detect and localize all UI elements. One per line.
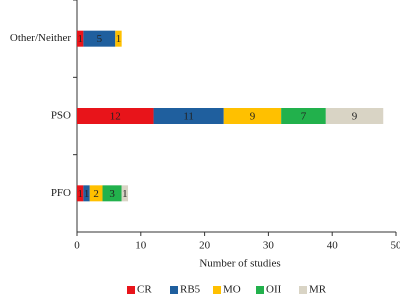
legend-swatch: [299, 286, 307, 294]
data-label: 9: [352, 111, 358, 123]
bar-segment: [77, 185, 84, 202]
bar-segment: [153, 108, 224, 124]
legend-label: RB5: [180, 284, 201, 296]
data-label: 9: [250, 111, 256, 123]
bar-segment: [102, 185, 122, 202]
bar-segment: [77, 108, 154, 124]
data-label: 1: [122, 188, 128, 200]
legend-label: MO: [223, 284, 241, 296]
y-tick-label: PFO: [51, 187, 71, 199]
legend-swatch: [170, 286, 178, 294]
data-label: 1: [84, 188, 90, 200]
data-label: 5: [97, 33, 103, 45]
y-tick-label: Other/Neither: [10, 32, 71, 44]
legend-swatch: [213, 286, 221, 294]
bar-segment: [121, 185, 129, 202]
legend-swatch: [127, 286, 135, 294]
data-label: 11: [183, 111, 194, 123]
legend-label: CR: [137, 284, 152, 296]
bar-segment: [83, 185, 90, 202]
bar-segment: [281, 108, 326, 124]
legend-label: MR: [309, 284, 327, 296]
data-label: 7: [301, 111, 307, 123]
x-tick-label: 30: [263, 240, 275, 252]
data-label: 1: [77, 188, 83, 200]
data-label: 3: [109, 188, 115, 200]
x-tick-label: 50: [391, 240, 400, 252]
data-label: 12: [110, 111, 121, 123]
x-tick-label: 10: [135, 240, 147, 252]
legend-swatch: [256, 286, 264, 294]
data-label: 2: [93, 188, 99, 200]
x-tick-label: 40: [327, 240, 339, 252]
data-label: 1: [77, 33, 83, 45]
bar-segment: [115, 30, 122, 47]
x-tick-label: 0: [74, 240, 80, 252]
data-label: 1: [116, 33, 122, 45]
y-tick-label: PSO: [51, 110, 71, 122]
bar-segment: [77, 30, 84, 47]
bar-segment: [83, 30, 116, 47]
x-axis-label: Number of studies: [199, 258, 280, 270]
bar-segment: [325, 108, 384, 124]
bar-segment: [223, 108, 282, 124]
bar-segment: [89, 185, 103, 202]
legend-label: OII: [266, 284, 282, 296]
x-tick-label: 20: [199, 240, 211, 252]
